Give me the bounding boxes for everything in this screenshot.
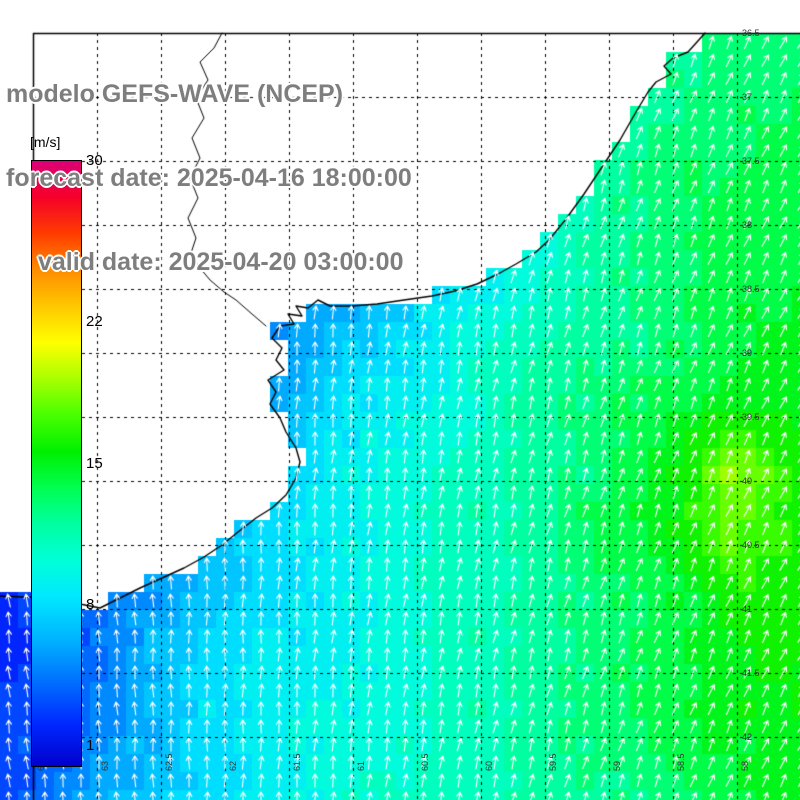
colorbar-tick-15: 15 [86, 454, 103, 472]
colorbar-unit-label: [m/s] [30, 134, 61, 150]
model-title: modelo GEFS-WAVE (NCEP) [6, 80, 344, 108]
colorbar-tick-30: 30 [86, 152, 103, 169]
colorbar-tick-22: 22 [86, 313, 103, 331]
valid-date-label: valid date: 2025-04-20 03:00:00 [38, 248, 404, 276]
colorbar [31, 160, 82, 767]
forecast-date-label: forecast date: 2025-04-16 18:00:00 [6, 164, 412, 192]
colorbar-tick-1: 1 [86, 736, 95, 754]
title-block: modelo GEFS-WAVE (NCEP) forecast date: 2… [6, 24, 412, 332]
colorbar-tick-8: 8 [86, 595, 95, 613]
